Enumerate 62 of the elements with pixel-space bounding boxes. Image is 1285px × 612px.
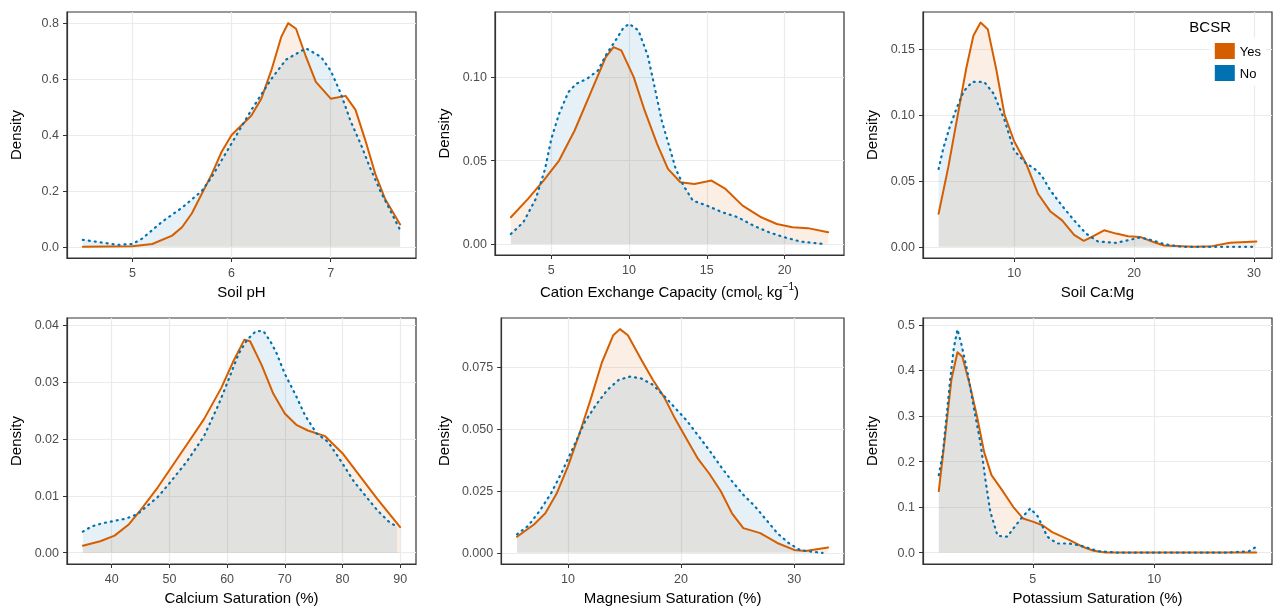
y-axis-title: Density	[863, 109, 880, 161]
y-tick-label: 0.4	[897, 363, 916, 378]
y-tick-label: 0.03	[34, 375, 60, 390]
y-tick-label: 0.15	[890, 41, 916, 56]
x-tick-label: 30	[1247, 265, 1262, 280]
x-tick-label: 10	[560, 571, 575, 586]
x-tick-label: 70	[277, 571, 292, 586]
x-axis-title: Soil pH	[217, 283, 266, 300]
x-tick-label: 40	[104, 571, 119, 586]
y-tick-label: 0.01	[34, 488, 60, 503]
y-tick-label: 0.1	[897, 500, 916, 515]
x-tick-label: 20	[777, 262, 792, 277]
x-tick-label: 5	[128, 265, 136, 280]
y-tick-label: 0.05	[462, 153, 488, 168]
y-tick-label: 0.02	[34, 432, 60, 447]
x-tick-label: 15	[699, 262, 714, 277]
y-tick-label: 0.025	[461, 484, 494, 499]
y-tick-label: 0.075	[461, 360, 494, 375]
y-axis-title: Density	[435, 415, 452, 467]
x-axis-title: Soil Ca:Mg	[1060, 283, 1135, 300]
x-tick-label: 6	[228, 265, 236, 280]
y-tick-label: 0.04	[34, 318, 60, 333]
y-tick-label: 0.000	[461, 545, 494, 560]
x-tick-label: 90	[393, 571, 408, 586]
y-tick-label: 0.8	[41, 16, 60, 31]
x-tick-label: 20	[1127, 265, 1142, 280]
y-tick-label: 0.10	[462, 70, 488, 85]
y-axis-title: Density	[7, 109, 24, 161]
legend-title: BCSR	[1189, 18, 1232, 35]
x-tick-label: 10	[1147, 571, 1162, 586]
x-tick-label: 20	[674, 571, 689, 586]
x-tick-label: 50	[162, 571, 177, 586]
y-tick-label: 0.0	[897, 545, 916, 560]
x-axis-title: Potassium Saturation (%)	[1012, 589, 1183, 606]
y-tick-label: 0.6	[41, 72, 60, 87]
legend-label: Yes	[1239, 43, 1262, 59]
y-tick-label: 0.0	[41, 239, 60, 254]
x-tick-label: 10	[622, 262, 637, 277]
y-axis-title: Density	[863, 415, 880, 467]
y-tick-label: 0.2	[41, 183, 60, 198]
y-tick-label: 0.5	[897, 317, 916, 332]
x-tick-label: 5	[547, 262, 555, 277]
x-axis-title: Calcium Saturation (%)	[164, 589, 319, 606]
x-tick-label: 5	[1029, 571, 1037, 586]
y-axis-title: Density	[7, 415, 24, 467]
x-tick-label: 7	[327, 265, 335, 280]
y-tick-label: 0.4	[41, 128, 60, 142]
x-tick-label: 80	[335, 571, 350, 586]
y-axis-title: Density	[435, 108, 452, 159]
y-tick-label: 0.00	[890, 239, 916, 254]
y-tick-label: 0.2	[897, 454, 916, 469]
x-tick-label: 60	[220, 571, 235, 586]
y-tick-label: 0.00	[462, 236, 488, 251]
y-tick-label: 0.050	[461, 422, 494, 437]
y-tick-label: 0.00	[34, 545, 60, 560]
x-tick-label: 30	[787, 571, 802, 586]
y-tick-label: 0.10	[890, 107, 916, 122]
y-tick-label: 0.3	[897, 408, 916, 423]
y-tick-label: 0.05	[890, 173, 916, 188]
x-axis-title: Magnesium Saturation (%)	[583, 589, 762, 606]
x-tick-label: 10	[1007, 265, 1022, 280]
legend-label: No	[1239, 65, 1257, 81]
